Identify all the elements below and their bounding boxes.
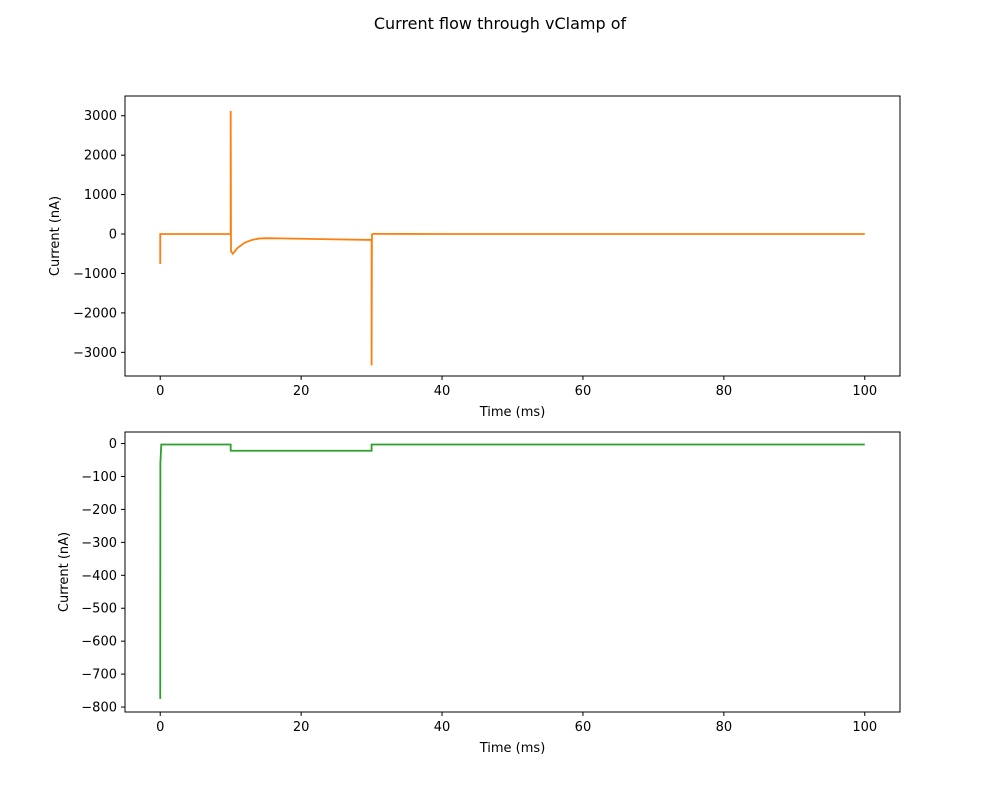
x-tick-label: 80 — [716, 720, 733, 735]
x-tick-label: 60 — [575, 720, 592, 735]
y-tick-label: 0 — [109, 228, 117, 243]
x-tick-label: 100 — [852, 720, 877, 735]
figure-title: Current flow through vClamp of — [373, 14, 627, 33]
subplot-2: 0 20 40 60 80 100 −800 −700 −600 −500 −400 −300 −200… — [57, 431, 901, 756]
x-tick-label: 80 — [716, 384, 733, 399]
series-line-1 — [159, 110, 865, 366]
y-tick-label: 2000 — [84, 149, 117, 164]
y-tick-label: −500 — [81, 602, 117, 617]
x-tick-label: 100 — [852, 384, 877, 399]
y-tick-label: −100 — [81, 470, 117, 485]
y-axis-label: Current (nA) — [48, 196, 63, 276]
x-tick-label: 20 — [293, 720, 310, 735]
series-line-1 — [159, 443, 865, 699]
x-axis-label: Time (ms) — [479, 405, 546, 420]
y-axis-label: Current (nA) — [57, 532, 72, 612]
axes-frame — [124, 95, 901, 377]
x-axis-label: Time (ms) — [479, 741, 546, 756]
x-tick-label: 0 — [156, 384, 164, 399]
y-tick-label: −2000 — [73, 306, 117, 321]
y-tick-label: −400 — [81, 569, 117, 584]
y-tick-label: −700 — [81, 668, 117, 683]
y-tick-label: −300 — [81, 536, 117, 551]
y-tick-label: −800 — [81, 701, 117, 716]
y-tick-label: −200 — [81, 503, 117, 518]
axes-frame — [124, 431, 901, 713]
subplot-1: 0 20 40 60 80 100 −3000 −2000 −1000 0 1000 2000 3000… — [48, 95, 901, 420]
y-tick-label: −600 — [81, 635, 117, 650]
x-tick-label: 40 — [434, 720, 451, 735]
x-tick-label: 40 — [434, 384, 451, 399]
y-tick-label: 1000 — [84, 188, 117, 203]
x-tick-label: 60 — [575, 384, 592, 399]
y-tick-label: 0 — [109, 437, 117, 452]
y-tick-label: −3000 — [73, 346, 117, 361]
y-tick-label: −1000 — [73, 267, 117, 282]
x-tick-label: 20 — [293, 384, 310, 399]
x-tick-label: 0 — [156, 720, 164, 735]
y-tick-label: 3000 — [84, 109, 117, 124]
